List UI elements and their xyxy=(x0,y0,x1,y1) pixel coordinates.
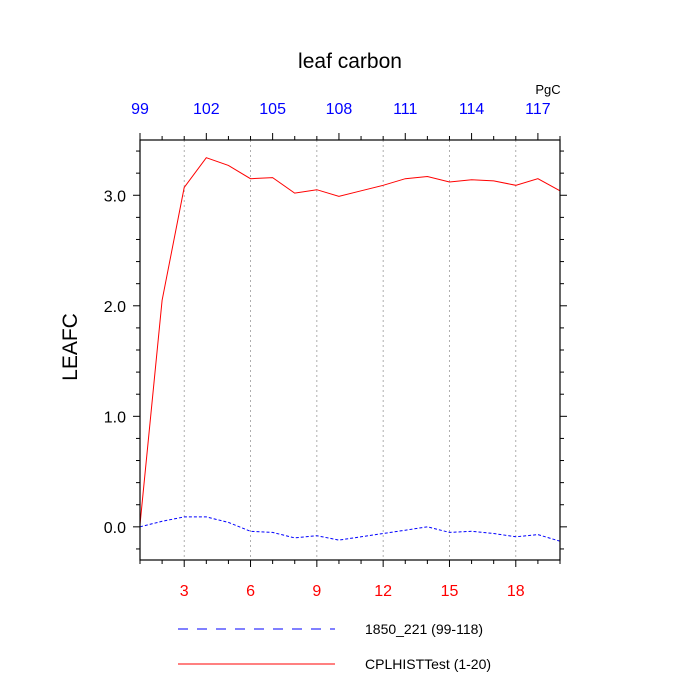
plot-frame xyxy=(139,139,561,561)
x-tick-label: 15 xyxy=(441,583,459,600)
legend-layer: 1850_221 (99-118) CPLHISTTest (1-20) xyxy=(178,621,491,672)
top-tick-label: 117 xyxy=(525,101,551,118)
top-tick-label: 102 xyxy=(193,101,220,118)
legend-label: CPLHISTTest (1-20) xyxy=(365,656,491,672)
y-tick-label: 3.0 xyxy=(104,188,126,205)
x-tick-label: 3 xyxy=(180,583,189,600)
y-tick-label: 1.0 xyxy=(104,409,126,426)
y-axis-label: LEAFC xyxy=(59,313,82,381)
legend-label: 1850_221 (99-118) xyxy=(365,621,483,637)
top-tick-label: 108 xyxy=(326,101,353,118)
x-tick-label: 9 xyxy=(312,583,321,600)
series-line xyxy=(139,516,561,542)
x-tick-label: 6 xyxy=(246,583,255,600)
x-tick-label: 18 xyxy=(507,583,525,600)
grid-layer xyxy=(183,140,517,560)
axes-layer: 0.0 1.0 2.0 3.0 3 6 9 12 15 18 99 102 105 108 111 114 11… xyxy=(104,101,567,600)
top-tick-label: 105 xyxy=(259,101,286,118)
series-line xyxy=(139,157,561,525)
x-tick-label: 12 xyxy=(374,583,392,600)
y-tick-label: 2.0 xyxy=(104,299,126,316)
top-tick-label: 114 xyxy=(459,101,485,118)
units-label: PgC xyxy=(535,82,560,97)
top-tick-label: 99 xyxy=(131,101,149,118)
series-layer xyxy=(139,157,561,542)
top-tick-label: 111 xyxy=(393,101,417,118)
chart-title: leaf carbon xyxy=(298,50,402,73)
y-tick-label: 0.0 xyxy=(104,520,126,537)
